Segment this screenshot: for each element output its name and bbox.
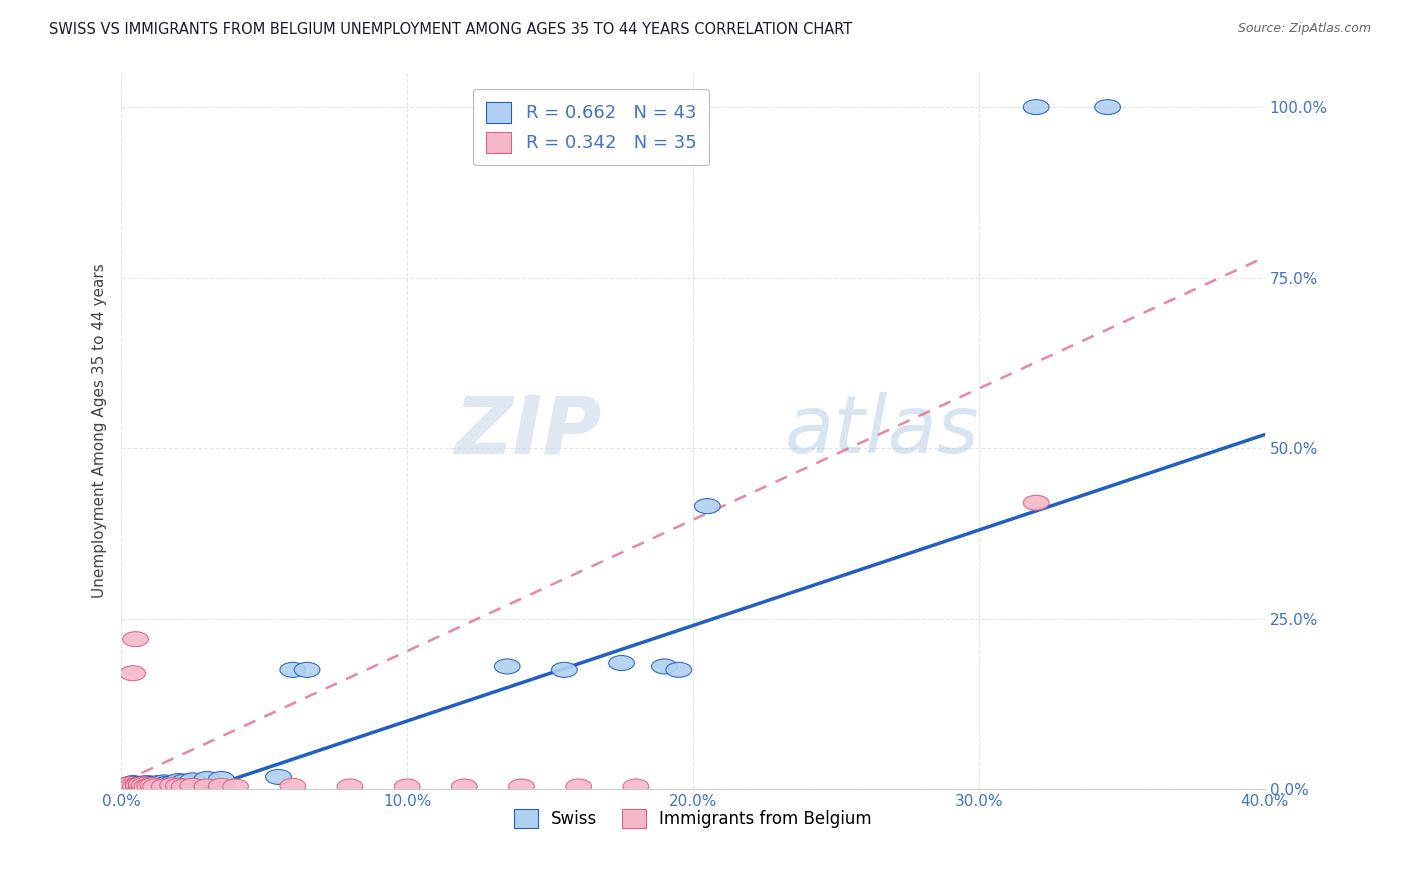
Text: Source: ZipAtlas.com: Source: ZipAtlas.com [1237, 22, 1371, 36]
Y-axis label: Unemployment Among Ages 35 to 44 years: Unemployment Among Ages 35 to 44 years [93, 264, 107, 599]
Text: ZIP: ZIP [454, 392, 602, 470]
Text: atlas: atlas [785, 392, 980, 470]
Legend: Swiss, Immigrants from Belgium: Swiss, Immigrants from Belgium [508, 802, 879, 835]
Text: SWISS VS IMMIGRANTS FROM BELGIUM UNEMPLOYMENT AMONG AGES 35 TO 44 YEARS CORRELAT: SWISS VS IMMIGRANTS FROM BELGIUM UNEMPLO… [49, 22, 852, 37]
